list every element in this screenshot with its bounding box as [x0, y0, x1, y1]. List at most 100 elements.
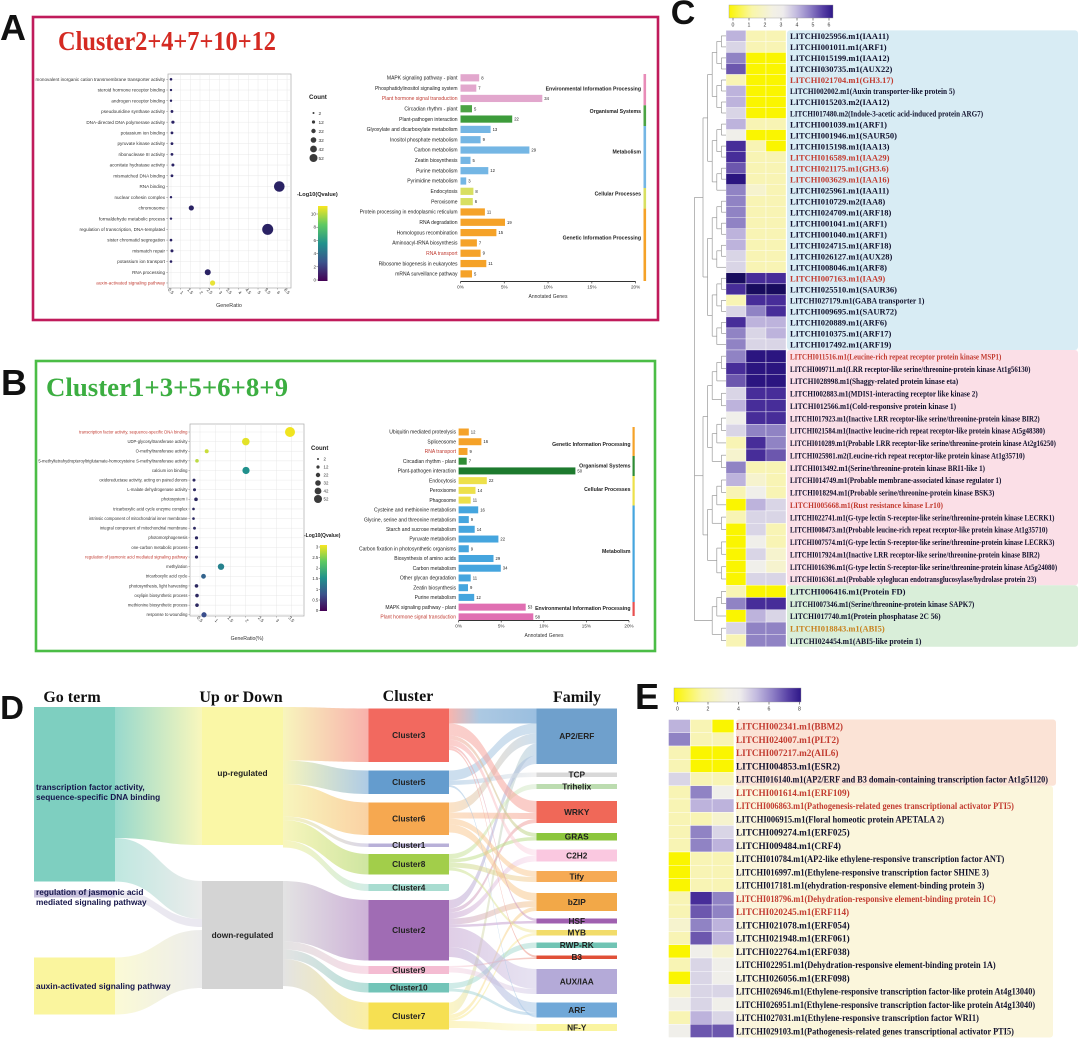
svg-text:Cluster5: Cluster5: [392, 777, 426, 787]
svg-text:NF-Y: NF-Y: [567, 1022, 587, 1032]
svg-text:AP2/ERF: AP2/ERF: [559, 731, 594, 741]
svg-text:formaldehyde metabolic process: formaldehyde metabolic process: [99, 216, 166, 221]
svg-text:LITCHI001041.m1(ARF1): LITCHI001041.m1(ARF1): [790, 218, 887, 228]
svg-text:B: B: [1, 362, 27, 403]
svg-text:20%: 20%: [631, 285, 640, 290]
svg-text:6: 6: [828, 23, 831, 29]
svg-text:2.5: 2.5: [312, 555, 318, 560]
svg-text:LITCHI014749.m1(Probable membr: LITCHI014749.m1(Probable membrane-associ…: [790, 475, 1002, 485]
svg-text:Ubiquitin mediated proteolysis: Ubiquitin mediated proteolysis: [389, 430, 456, 436]
svg-text:LITCHI027031.m1(Ethylene-respo: LITCHI027031.m1(Ethylene-responsive tran…: [736, 1013, 979, 1023]
svg-text:Carbon metabolism: Carbon metabolism: [413, 566, 456, 572]
svg-text:LITCHI016140.m1(AP2/ERF and B3: LITCHI016140.m1(AP2/ERF and B3 domain-co…: [736, 775, 1048, 785]
svg-text:7: 7: [479, 240, 482, 245]
svg-text:LITCHI007574.m1(G-type lectin: LITCHI007574.m1(G-type lectin S-receptor…: [790, 537, 1055, 547]
svg-text:LITCHI022951.m1(Dehydration-re: LITCHI022951.m1(Dehydration-responsive e…: [736, 960, 996, 970]
svg-text:Count: Count: [311, 446, 328, 452]
svg-text:32: 32: [324, 481, 329, 486]
svg-text:42: 42: [319, 147, 325, 153]
svg-text:5: 5: [474, 106, 477, 111]
svg-text:16: 16: [480, 507, 485, 512]
svg-text:RWP-RK: RWP-RK: [560, 940, 594, 950]
svg-text:nuclear cohesin complex: nuclear cohesin complex: [114, 195, 165, 200]
svg-text:Cellular Processes: Cellular Processes: [595, 192, 642, 198]
svg-text:tricarboxylic acid cycle enzym: tricarboxylic acid cycle enzyme complex: [113, 506, 188, 511]
svg-text:3.5: 3.5: [225, 287, 233, 295]
svg-text:4: 4: [796, 23, 799, 29]
svg-text:20%: 20%: [624, 624, 633, 629]
svg-text:LITCHI001039.m1(ARF1): LITCHI001039.m1(ARF1): [790, 119, 887, 129]
svg-text:Environmental Information Proc: Environmental Information Processing: [546, 87, 641, 93]
svg-text:14: 14: [478, 488, 483, 493]
svg-text:Purine metabolism: Purine metabolism: [416, 168, 457, 174]
svg-text:Genetic Information Processing: Genetic Information Processing: [563, 236, 641, 242]
svg-text:0: 0: [316, 608, 319, 613]
svg-text:LITCHI015198.m1(IAA13): LITCHI015198.m1(IAA13): [790, 141, 890, 151]
svg-text:2: 2: [244, 618, 250, 624]
svg-text:LITCHI013492.m1(Serine/threoni: LITCHI013492.m1(Serine/threonine-protein…: [790, 463, 985, 473]
svg-text:2: 2: [324, 457, 327, 462]
svg-text:Cluster3: Cluster3: [392, 730, 426, 740]
svg-text:LITCHI022741.m1(G-type lectin: LITCHI022741.m1(G-type lectin S-receptor…: [790, 512, 1055, 522]
svg-text:3: 3: [780, 23, 783, 29]
svg-text:LITCHI015203.m2(IAA12): LITCHI015203.m2(IAA12): [790, 97, 890, 107]
svg-text:Pyrimidine metabolism: Pyrimidine metabolism: [407, 179, 457, 185]
svg-text:LITCHI016589.m1(IAA29): LITCHI016589.m1(IAA29): [790, 152, 890, 162]
svg-text:4: 4: [237, 290, 243, 296]
svg-text:7: 7: [469, 459, 472, 464]
svg-text:LITCHI020889.m1(ARF6): LITCHI020889.m1(ARF6): [790, 318, 887, 328]
svg-text:1.5: 1.5: [312, 576, 318, 581]
svg-text:Endocytosis: Endocytosis: [429, 478, 456, 484]
svg-text:5: 5: [474, 271, 477, 276]
svg-text:Aminoacyl-tRNA biosynthesis: Aminoacyl-tRNA biosynthesis: [392, 241, 458, 247]
svg-text:LITCHI029103.m1(Pathogenesis-r: LITCHI029103.m1(Pathogenesis-related gen…: [736, 1026, 1014, 1036]
svg-text:Cluster: Cluster: [383, 688, 434, 705]
svg-text:C: C: [671, 0, 696, 32]
svg-text:LITCHI026127.m1(AUX28): LITCHI026127.m1(AUX28): [790, 252, 892, 262]
svg-text:mismatch repair: mismatch repair: [132, 248, 165, 253]
svg-text:3: 3: [218, 290, 224, 296]
svg-text:3: 3: [275, 618, 281, 624]
svg-text:LITCHI016997.m1(Ethylene-respo: LITCHI016997.m1(Ethylene-responsive tran…: [736, 867, 989, 877]
svg-text:monovalent inorganic cation tr: monovalent inorganic cation transmembran…: [36, 77, 166, 82]
svg-text:11: 11: [473, 575, 478, 580]
svg-text:12: 12: [476, 595, 481, 600]
svg-text:tricarboxylic acid cycle: tricarboxylic acid cycle: [146, 574, 188, 579]
svg-text:Organismal Systems: Organismal Systems: [590, 109, 641, 115]
svg-text:down-regulated: down-regulated: [212, 930, 274, 940]
svg-text:LITCHI001946.m1(SAUR50): LITCHI001946.m1(SAUR50): [790, 130, 897, 140]
svg-text:Spliceosome: Spliceosome: [427, 439, 456, 445]
svg-text:22: 22: [514, 117, 519, 122]
svg-text:Carbon fixation in photosynthe: Carbon fixation in photosynthetic organi…: [359, 546, 456, 552]
svg-text:22: 22: [319, 129, 325, 135]
svg-text:LITCHI027179.m1(GABA transport: LITCHI027179.m1(GABA transporter 1): [790, 296, 925, 306]
svg-text:Genetic Information Processing: Genetic Information Processing: [552, 442, 630, 448]
svg-text:Starch and sucrose metabolism: Starch and sucrose metabolism: [386, 527, 456, 533]
svg-text:LITCHI030735.m1(AUX22): LITCHI030735.m1(AUX22): [790, 64, 892, 74]
svg-text:Cluster10: Cluster10: [390, 983, 428, 993]
svg-text:LITCHI007217.m2(AIL6): LITCHI007217.m2(AIL6): [736, 748, 838, 758]
svg-text:5.5: 5.5: [264, 287, 272, 295]
svg-text:LITCHI001614.m1(ERF109): LITCHI001614.m1(ERF109): [736, 788, 850, 798]
svg-text:LITCHI020245.m1(ERF114): LITCHI020245.m1(ERF114): [736, 907, 849, 917]
svg-text:steroid hormone receptor bindi: steroid hormone receptor binding: [98, 88, 166, 93]
svg-text:3: 3: [468, 179, 471, 184]
svg-text:5: 5: [812, 23, 815, 29]
svg-text:LITCHI026946.m1(Ethylene-respo: LITCHI026946.m1(Ethylene-responsive tran…: [736, 987, 1035, 997]
svg-text:E: E: [635, 676, 659, 717]
svg-text:Environmental Information Proc: Environmental Information Processing: [535, 606, 630, 612]
svg-text:MAPK signaling pathway - plant: MAPK signaling pathway - plant: [385, 605, 456, 611]
svg-text:15%: 15%: [582, 624, 591, 629]
svg-text:9: 9: [471, 517, 474, 522]
svg-text:4: 4: [313, 251, 316, 256]
svg-text:6: 6: [313, 238, 316, 243]
svg-text:LITCHI021078.m1(ERF054): LITCHI021078.m1(ERF054): [736, 920, 850, 930]
svg-text:0.5: 0.5: [312, 597, 318, 602]
svg-text:10%: 10%: [543, 285, 552, 290]
svg-text:calcium ion binding: calcium ion binding: [152, 468, 188, 473]
svg-text:19: 19: [507, 220, 512, 225]
svg-text:15: 15: [498, 230, 503, 235]
svg-text:LITCHI004853.m1(ESR2): LITCHI004853.m1(ESR2): [736, 761, 840, 771]
svg-text:intrinsic component of mitocho: intrinsic component of mitochondrial inn…: [89, 516, 188, 521]
svg-text:O-methyltransferase activity: O-methyltransferase activity: [136, 449, 189, 454]
